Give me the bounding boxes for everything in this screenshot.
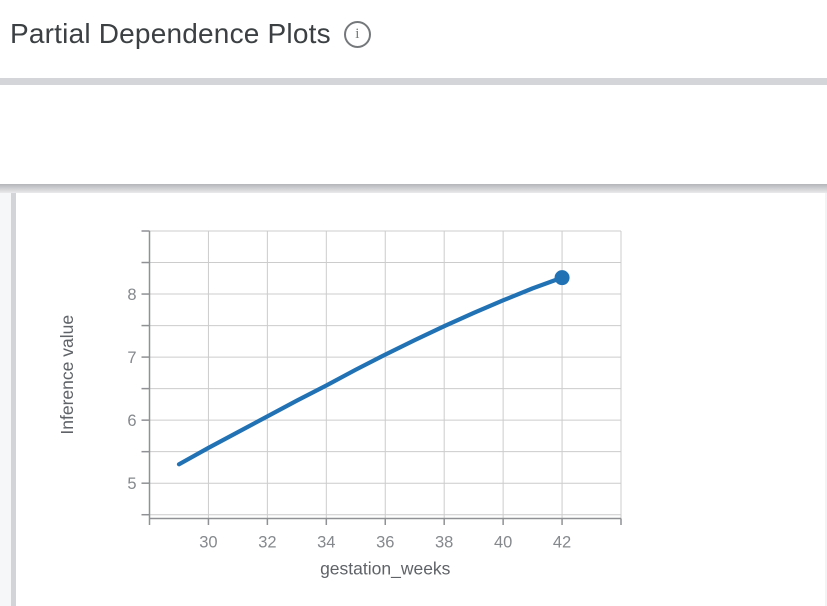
info-icon-glyph: i [355,25,360,42]
right-gutter [825,193,827,606]
x-tick-label: 38 [435,534,453,552]
chart-panel: 30 32 34 36 38 40 42 5 6 7 8 gestation_weeks Inferen… [0,193,827,606]
endpoint-dot [554,270,570,286]
x-axis-title: gestation_weeks [320,559,451,580]
panel-header: Partial Dependence Plots i [10,10,827,58]
y-tick-label: 7 [127,349,136,367]
y-tick-label: 8 [127,286,136,304]
info-icon[interactable]: i [343,20,371,48]
feature-section-header[interactable]: gestation_weeks [0,118,827,264]
y-tick-label: 6 [127,412,136,430]
header-divider [0,78,827,85]
page-title: Partial Dependence Plots [10,18,331,49]
pdp-line-chart: 30 32 34 36 38 40 42 5 6 7 8 gestation_weeks Inferen… [57,230,622,580]
x-tick-label: 36 [376,534,394,552]
x-tick-label: 34 [317,534,335,552]
x-tick-label: 32 [258,534,276,552]
x-tick-label: 42 [553,534,571,552]
y-axis-title: Inference value [57,315,77,435]
left-gutter [0,193,11,606]
section-divider-shadow [0,184,827,193]
vertical-scrollbar-thumb[interactable] [11,193,16,606]
y-tick-label: 5 [127,475,136,493]
x-tick-label: 30 [199,534,217,552]
x-tick-label: 40 [494,534,512,552]
pdp-line [176,275,565,467]
